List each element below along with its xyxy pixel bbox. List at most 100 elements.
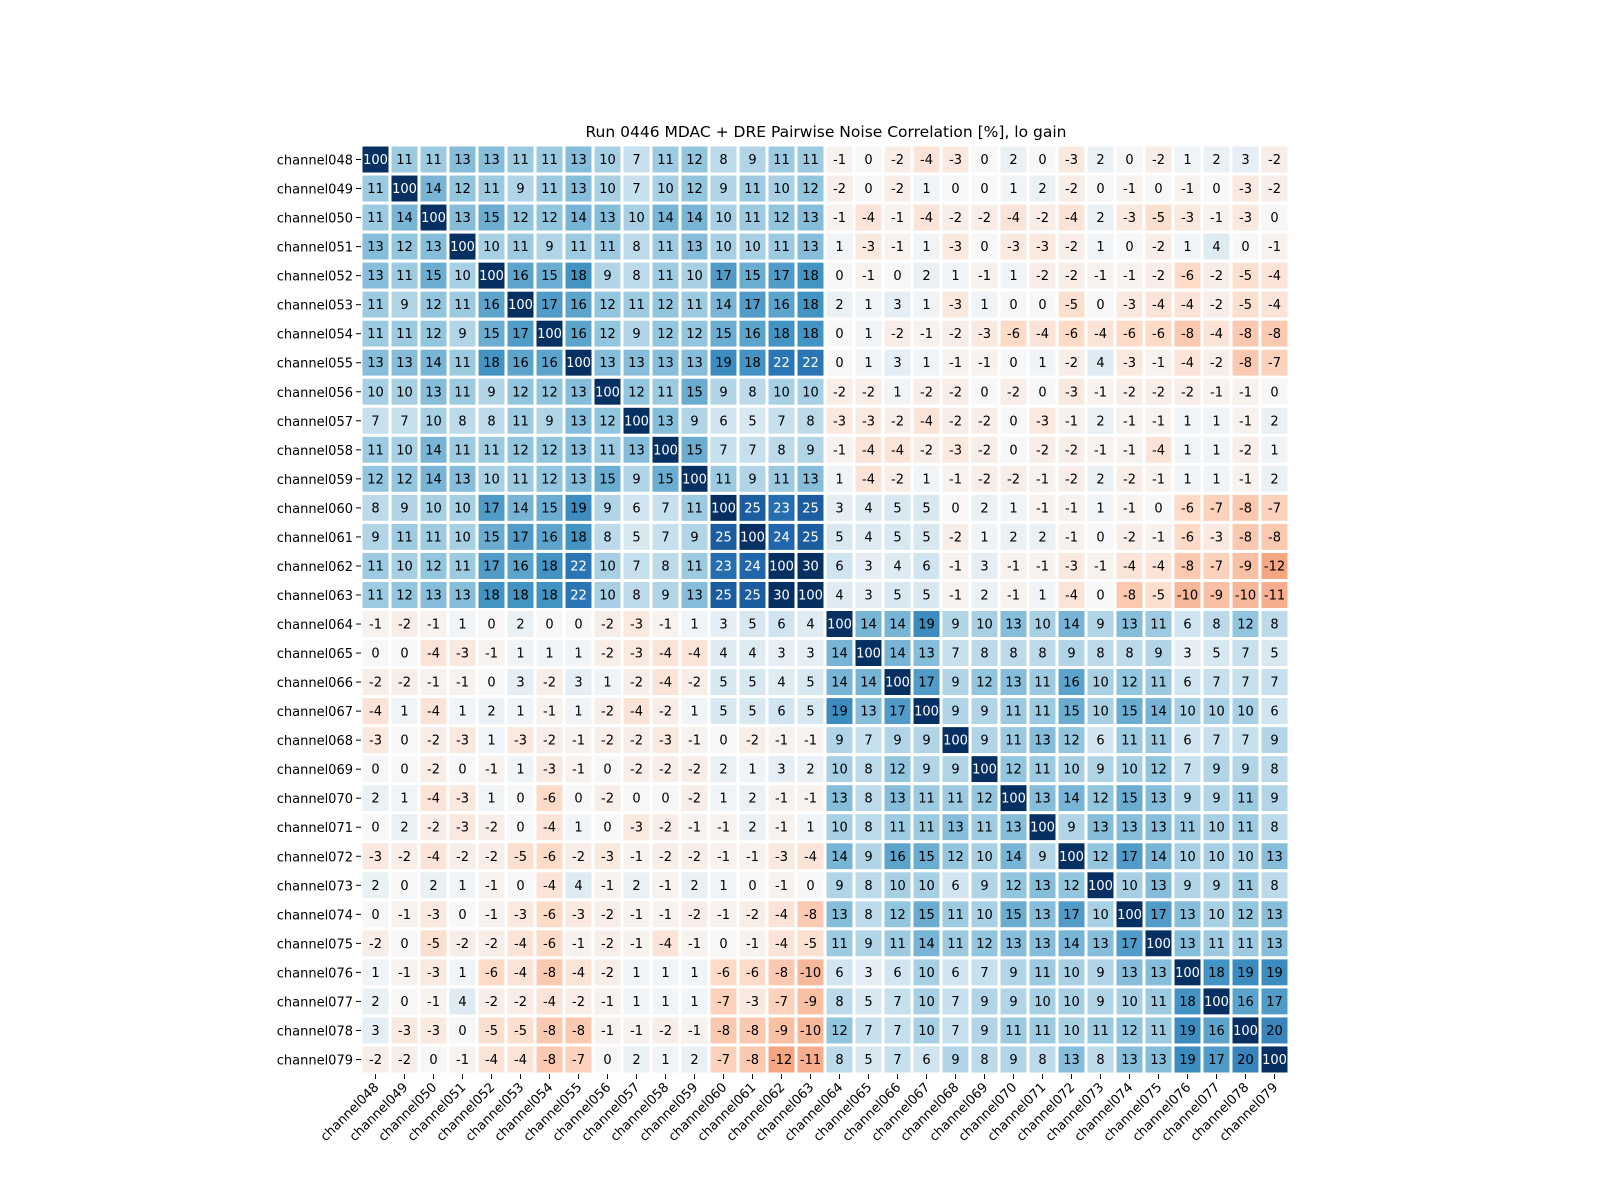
- heatmap-cell-label: -8: [1181, 559, 1194, 574]
- heatmap-cell-label: 0: [371, 647, 379, 662]
- heatmap-cell-label: -2: [1065, 269, 1078, 284]
- heatmap-cell-label: 16: [889, 850, 906, 865]
- heatmap-cell-label: 13: [1150, 1053, 1167, 1068]
- heatmap-cell-label: 100: [972, 763, 997, 778]
- heatmap-cell-label: 15: [1005, 908, 1022, 923]
- heatmap-cell-label: 11: [483, 182, 500, 197]
- heatmap-cell-label: 11: [715, 472, 732, 487]
- heatmap-cell-label: -2: [1152, 240, 1165, 255]
- heatmap-cell-label: -9: [1239, 559, 1252, 574]
- heatmap-cell-label: 5: [748, 414, 756, 429]
- heatmap-cell-label: 10: [1179, 850, 1196, 865]
- heatmap-cell-label: 10: [686, 269, 703, 284]
- heatmap-cell-label: -4: [659, 937, 672, 952]
- heatmap-cell-label: 100: [769, 559, 794, 574]
- heatmap-cell-label: 22: [570, 588, 587, 603]
- heatmap-cell-label: 9: [951, 676, 959, 691]
- heatmap-cell-label: -1: [1007, 588, 1020, 603]
- heatmap-cell-label: 18: [483, 588, 500, 603]
- heatmap-cell-label: -1: [833, 211, 846, 226]
- heatmap-cell-label: 15: [541, 501, 558, 516]
- heatmap-cell-label: 22: [802, 356, 819, 371]
- heatmap-cell-label: 15: [599, 472, 616, 487]
- heatmap-cell-label: 15: [483, 211, 500, 226]
- heatmap-cell-label: -8: [543, 1053, 556, 1068]
- heatmap-cell-label: -3: [949, 240, 962, 255]
- heatmap-cell: [997, 520, 1030, 553]
- heatmap-cell-label: 11: [396, 530, 413, 545]
- heatmap-cell-label: 1: [516, 763, 524, 778]
- heatmap-cell-label: 11: [454, 559, 471, 574]
- heatmap-cell-label: 15: [425, 269, 442, 284]
- heatmap-cell-label: 11: [1150, 676, 1167, 691]
- heatmap-cell-label: 20: [1237, 1053, 1254, 1068]
- heatmap-cell-label: 100: [1204, 995, 1229, 1010]
- heatmap-cell-label: 11: [1034, 1024, 1051, 1039]
- heatmap-cell-label: 9: [980, 879, 988, 894]
- heatmap-cell: [446, 956, 479, 989]
- heatmap-cell-label: 10: [483, 472, 500, 487]
- heatmap-cell-label: -11: [800, 1053, 821, 1068]
- heatmap-cell-label: -2: [659, 821, 672, 836]
- heatmap-cell: [1084, 375, 1117, 408]
- heatmap-cell-label: 2: [922, 269, 930, 284]
- heatmap-cell-label: -1: [630, 850, 643, 865]
- heatmap-cell-label: -3: [427, 966, 440, 981]
- heatmap-cell-label: -4: [1094, 327, 1107, 342]
- heatmap-cell: [794, 462, 827, 495]
- heatmap-cell-label: 12: [686, 327, 703, 342]
- heatmap-cell-label: -2: [601, 734, 614, 749]
- heatmap-cell-label: 9: [1067, 821, 1075, 836]
- heatmap-cell-label: 9: [603, 501, 611, 516]
- heatmap-cell-label: 14: [918, 937, 935, 952]
- heatmap-cell-label: 13: [802, 472, 819, 487]
- heatmap-cell: [1200, 317, 1233, 350]
- heatmap-cell-label: 14: [425, 356, 442, 371]
- heatmap-cell-label: -4: [1268, 298, 1281, 313]
- heatmap-cell-label: 13: [1150, 879, 1167, 894]
- heatmap-cell: [475, 608, 508, 641]
- heatmap-cell-label: 14: [512, 501, 529, 516]
- heatmap-cell-label: 13: [628, 356, 645, 371]
- heatmap-cell-label: -2: [1181, 385, 1194, 400]
- heatmap-cell-label: 13: [1005, 821, 1022, 836]
- heatmap-cell-label: 100: [624, 414, 649, 429]
- heatmap-cell-label: -6: [1152, 327, 1165, 342]
- heatmap-cell-label: 10: [1121, 879, 1138, 894]
- heatmap-cell-label: 17: [1266, 995, 1283, 1010]
- heatmap-cell-label: -2: [485, 850, 498, 865]
- heatmap-cell-label: -2: [398, 618, 411, 633]
- heatmap-cell: [591, 869, 624, 902]
- heatmap-cell-label: -2: [891, 153, 904, 168]
- heatmap-cell-label: -10: [1235, 588, 1256, 603]
- heatmap-cell: [446, 520, 479, 553]
- heatmap-cell-label: 12: [512, 211, 529, 226]
- heatmap-cell-label: -8: [1181, 327, 1194, 342]
- heatmap-cell-label: 10: [1063, 1024, 1080, 1039]
- heatmap-cell-label: 22: [773, 356, 790, 371]
- row-tick-label: channel069: [277, 763, 353, 778]
- heatmap-cell-label: 6: [1183, 734, 1191, 749]
- heatmap-cell-label: 19: [1179, 1024, 1196, 1039]
- heatmap-cell: [968, 520, 1001, 553]
- heatmap-cell-label: 13: [1266, 937, 1283, 952]
- heatmap-cell-label: 2: [748, 821, 756, 836]
- heatmap-cell-label: 0: [516, 792, 524, 807]
- heatmap-cell-label: 11: [570, 240, 587, 255]
- heatmap-cell: [881, 811, 914, 844]
- heatmap-cell-label: -1: [775, 879, 788, 894]
- heatmap-cell-label: 1: [922, 182, 930, 197]
- heatmap-cell: [1258, 782, 1291, 815]
- heatmap-cell-label: 18: [802, 327, 819, 342]
- heatmap-cell-label: -3: [427, 1024, 440, 1039]
- heatmap-cell-label: 11: [657, 385, 674, 400]
- heatmap-cell-label: 12: [599, 327, 616, 342]
- heatmap-cell-label: -6: [717, 966, 730, 981]
- heatmap-cell-label: 6: [719, 414, 727, 429]
- heatmap-cell-label: 9: [400, 501, 408, 516]
- row-tick-label: channel066: [277, 676, 353, 691]
- heatmap-cell-label: 0: [719, 937, 727, 952]
- heatmap-cell-label: 18: [744, 356, 761, 371]
- heatmap-cell-label: -2: [572, 995, 585, 1010]
- heatmap-cell-label: 11: [744, 211, 761, 226]
